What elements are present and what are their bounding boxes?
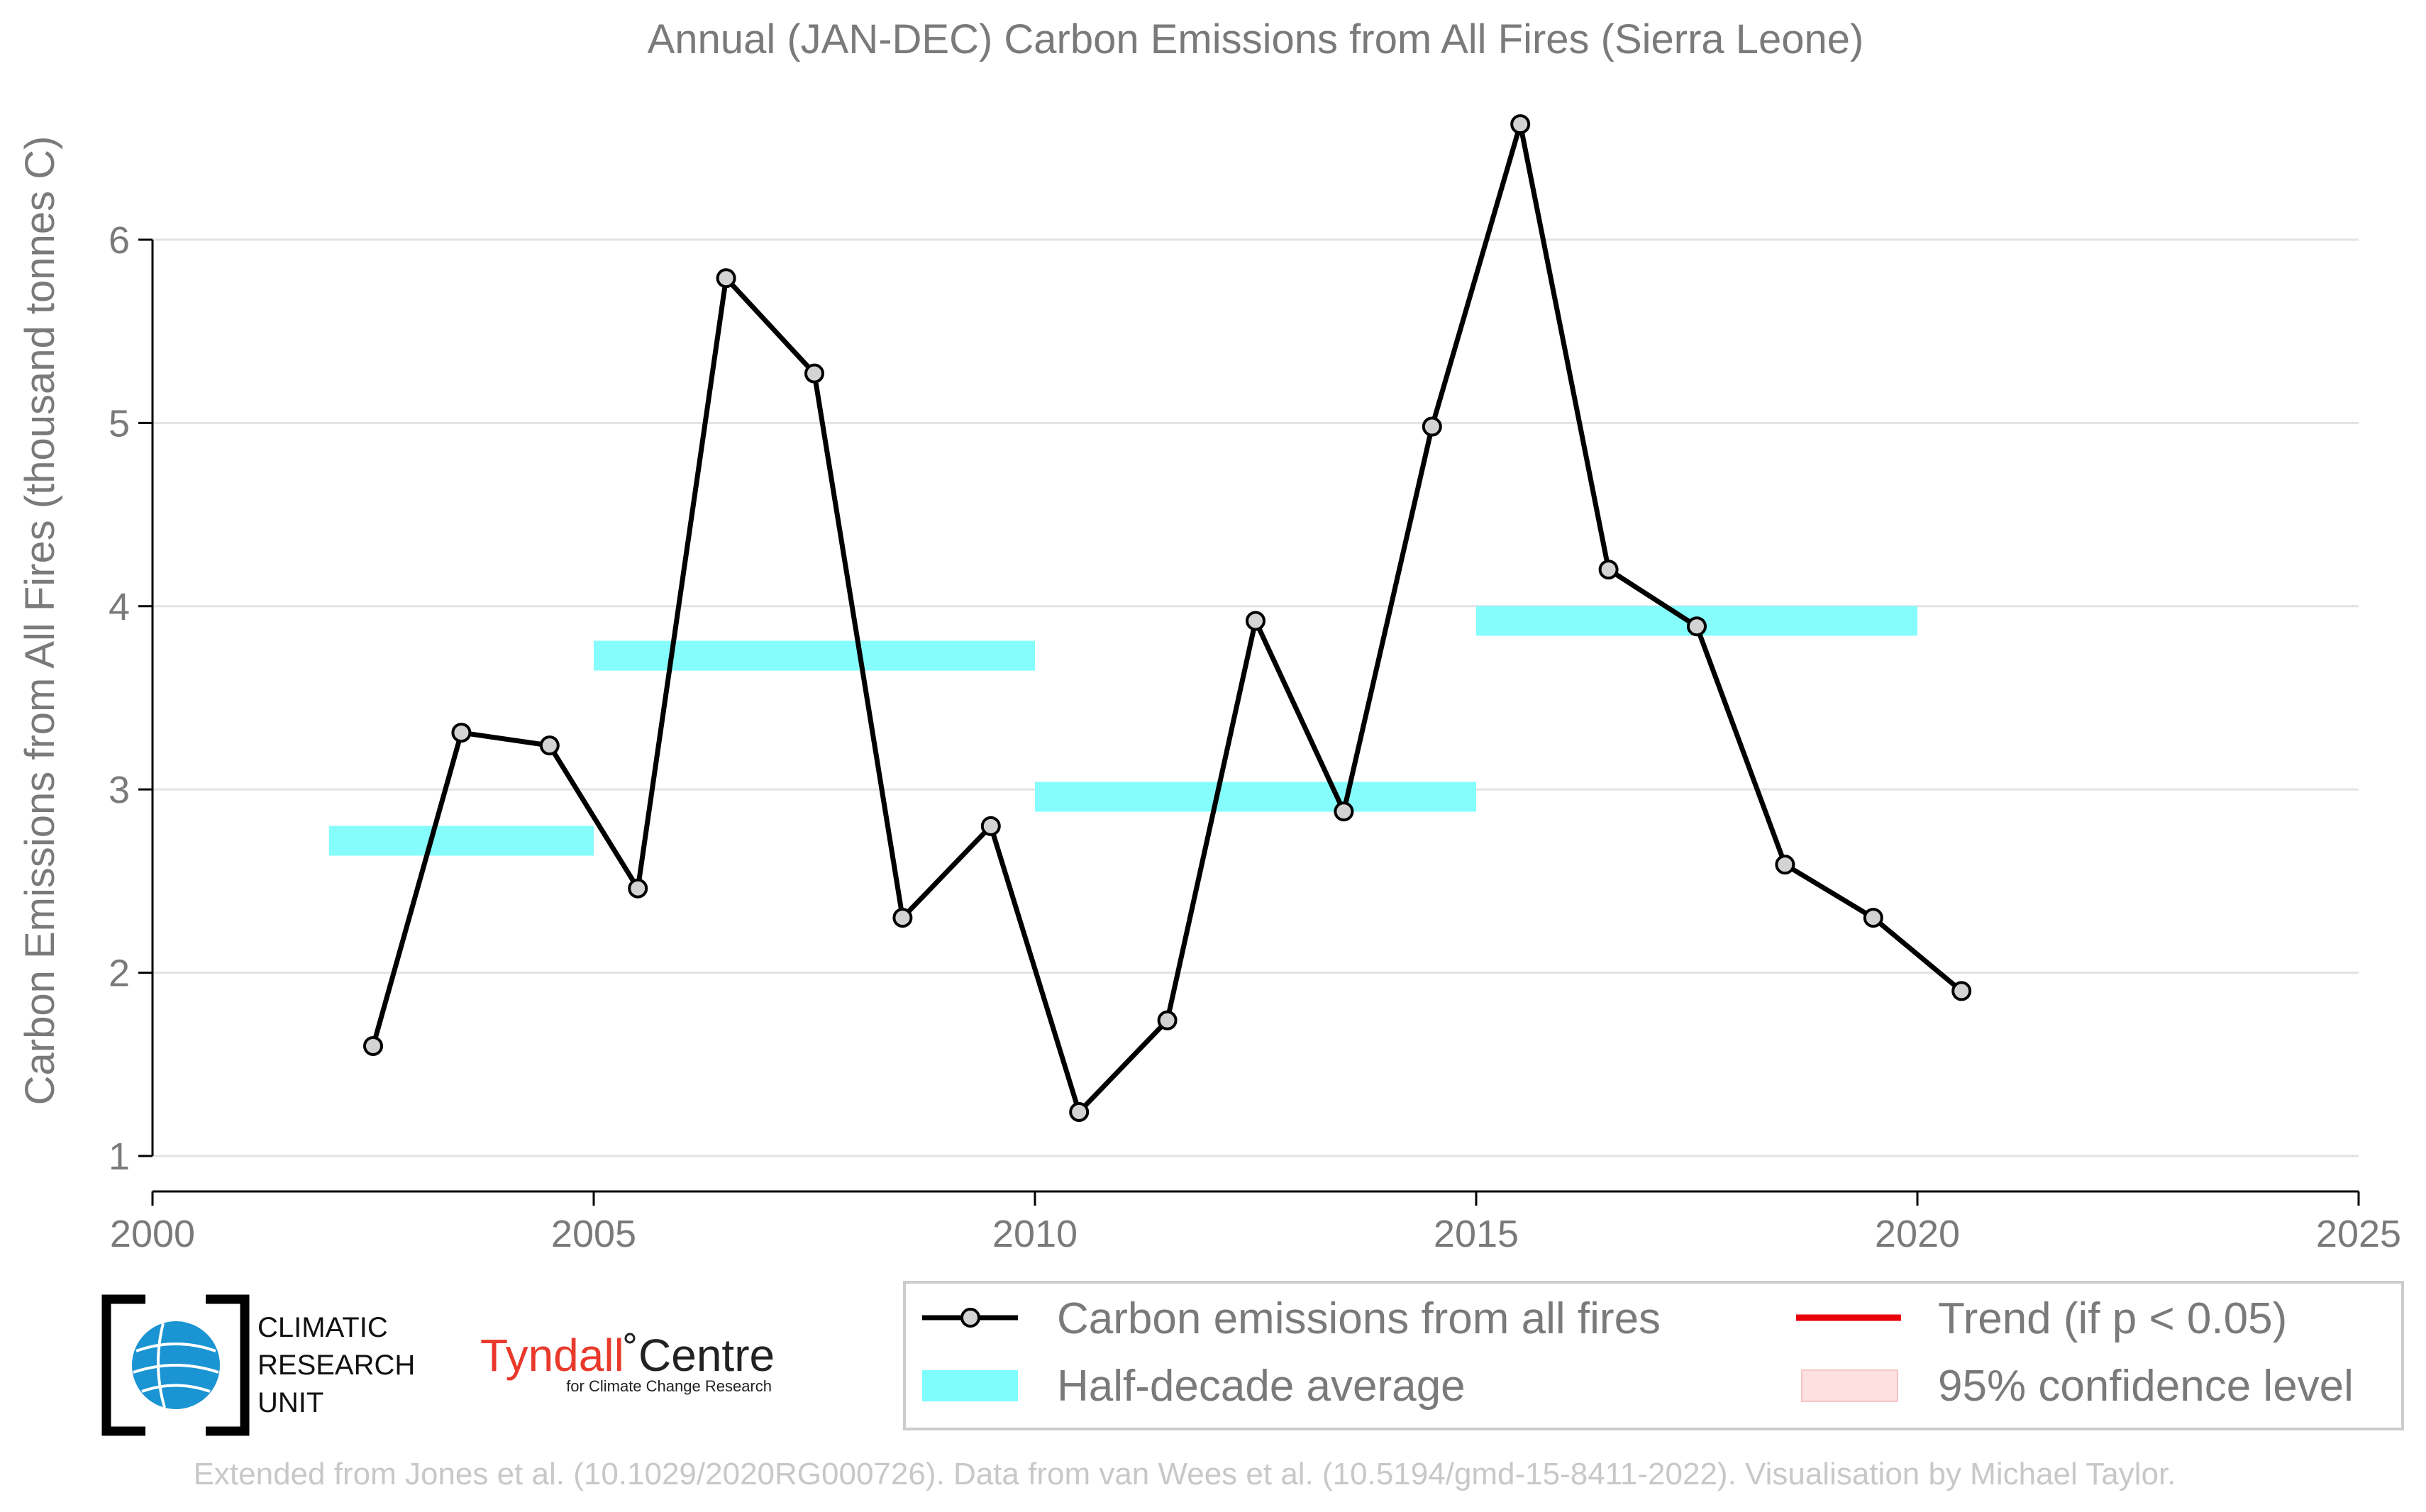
emissions-point-17 (1863, 908, 1883, 928)
chart-title: Annual (JAN-DEC) Carbon Emissions from A… (648, 16, 1864, 62)
cru-logo: CLIMATIC RESEARCH UNIT (101, 1294, 415, 1436)
axes (138, 238, 2360, 1206)
x-tick-label-2000: 2000 (110, 1213, 195, 1255)
degree-icon (624, 1333, 636, 1344)
emissions-point-9 (1157, 1010, 1178, 1030)
emissions-point-12 (1422, 416, 1442, 437)
emissions-point-13 (1510, 114, 1531, 135)
x-tick-label-2020: 2020 (1875, 1213, 1960, 1255)
emissions-point-16 (1775, 855, 1795, 875)
half-decade-band-1 (594, 640, 1035, 671)
legend-band-swatch (922, 1370, 1018, 1401)
half-decade-band-0 (328, 826, 594, 856)
emissions-point-3 (628, 878, 648, 899)
y-tick-label-1: 1 (109, 1135, 130, 1178)
half-decade-band-2 (1035, 782, 1476, 812)
emissions-series (363, 114, 1972, 1122)
x-tick-label-2005: 2005 (551, 1213, 636, 1255)
emissions-point-2 (539, 735, 560, 756)
emissions-point-5 (804, 363, 824, 384)
legend: Carbon emissions from all fires Trend (i… (903, 1281, 2404, 1430)
emissions-point-1 (451, 723, 472, 743)
y-tick-label-3: 3 (109, 769, 130, 811)
legend-label-emissions: Carbon emissions from all fires (1057, 1294, 1661, 1343)
cru-text-line-2: RESEARCH (257, 1350, 415, 1381)
cru-text-line-3: UNIT (257, 1387, 323, 1418)
emissions-point-7 (980, 816, 1001, 836)
y-tick-label-6: 6 (109, 219, 130, 262)
emissions-point-10 (1246, 611, 1265, 631)
globe-lines-icon (133, 1323, 219, 1408)
y-tick-label-5: 5 (109, 402, 130, 445)
y-tick-label-4: 4 (109, 586, 130, 628)
emissions-point-15 (1687, 616, 1707, 637)
y-tick-label-2: 2 (109, 952, 130, 995)
tyndall-centre: Centre (638, 1330, 775, 1381)
emissions-point-8 (1069, 1101, 1090, 1122)
legend-ci-swatch (1801, 1369, 1898, 1402)
emissions-point-0 (363, 1035, 383, 1056)
emissions-point-4 (716, 268, 736, 289)
x-tick-label-2015: 2015 (1434, 1213, 1519, 1255)
emissions-point-6 (892, 908, 913, 928)
legend-box (903, 1281, 2404, 1430)
emissions-point-11 (1334, 801, 1354, 822)
emissions-point-14 (1598, 560, 1619, 580)
legend-label-trend: Trend (if p < 0.05) (1938, 1294, 2287, 1343)
half-decade-bands (328, 606, 1917, 856)
tick-labels: 1 2 3 4 5 6 2000 2005 2010 2015 2020 2025 (109, 219, 2401, 1255)
cru-bracket-right-icon (206, 1294, 250, 1436)
legend-marker-swatch (960, 1308, 980, 1328)
y-axis-label: Carbon Emissions from All Fires (thousan… (17, 136, 63, 1106)
tyndall-subtitle: for Climate Change Research (566, 1377, 772, 1395)
legend-label-ci: 95% confidence level (1938, 1362, 2354, 1411)
x-tick-label-2025: 2025 (2316, 1213, 2401, 1255)
tyndall-name: Tyndall (480, 1330, 624, 1381)
grid-lines (153, 238, 2359, 1157)
x-tick-label-2010: 2010 (992, 1213, 1078, 1255)
legend-label-half-decade: Half-decade average (1057, 1362, 1466, 1411)
footer-credit: Extended from Jones et al. (10.1029/2020… (194, 1457, 2176, 1491)
cru-bracket-left-icon (101, 1294, 145, 1436)
emissions-point-18 (1951, 981, 1972, 1001)
tyndall-logo: Tyndall Centre for Climate Change Resear… (480, 1330, 775, 1395)
cru-text-line-1: CLIMATIC (257, 1312, 388, 1343)
